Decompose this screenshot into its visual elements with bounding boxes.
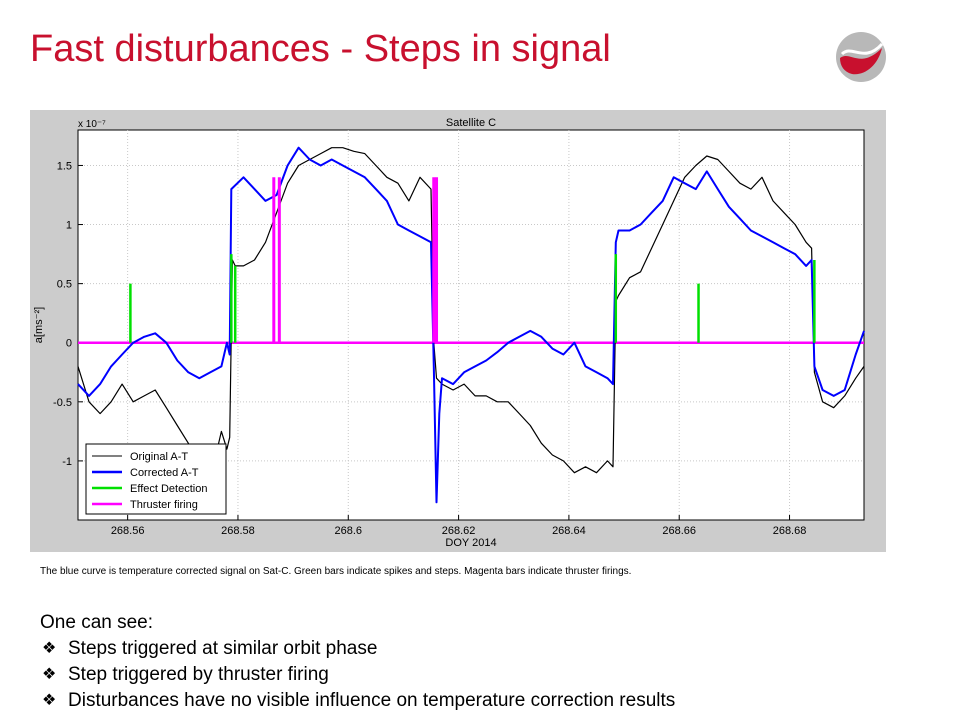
y-tick-label: 1.5 [57,160,72,172]
y-axis-label: a[ms⁻²] [33,307,45,343]
bullet-item: ❖ Disturbances have no visible influence … [40,688,940,714]
y-tick-label: 0 [66,338,72,350]
bullet-item: ❖ Steps triggered at similar orbit phase [40,636,940,662]
x-tick-labels: 268.56 268.58 268.6 268.62 268.64 268.66 268.6… [111,525,807,537]
bullet-text: Steps triggered at similar orbit phase [68,638,378,659]
series-corrected-line [77,146,865,504]
series-original-line [77,147,865,474]
chart-figure: Satellite C DOY 2014 x 10⁻⁷ a[ms⁻²] 268.… [30,110,886,552]
chart-title: Satellite C [446,117,496,129]
y-exponent-label: x 10⁻⁷ [78,119,106,130]
x-tick-label: 268.66 [662,525,696,537]
figure-caption: The blue curve is temperature corrected … [40,566,632,577]
legend-label: Original A-T [130,451,188,463]
y-tick-label: -0.5 [53,397,72,409]
y-tick-label: -1 [62,456,72,468]
x-tick-label: 268.68 [773,525,807,537]
notes-heading: One can see: [40,612,154,633]
diamond-bullet-icon: ❖ [42,692,57,709]
x-tick-label: 268.64 [552,525,586,537]
bullet-list: ❖ Steps triggered at similar orbit phase … [40,636,940,714]
chart-svg: Satellite C DOY 2014 x 10⁻⁷ a[ms⁻²] 268.… [33,117,865,549]
notes: One can see: ❖ Steps triggered at similar… [40,610,940,714]
series-layer [77,146,865,504]
legend-label: Effect Detection [130,483,207,495]
x-axis-label: DOY 2014 [445,537,496,549]
x-tick-label: 268.6 [335,525,363,537]
x-tick-label: 268.62 [442,525,476,537]
y-tick-label: 0.5 [57,279,72,291]
bullet-text: Step triggered by thruster firing [68,664,329,685]
swoosh-logo-icon [836,32,886,82]
legend-label: Corrected A-T [130,467,199,479]
diamond-bullet-icon: ❖ [42,640,57,657]
x-tick-label: 268.58 [221,525,255,537]
y-tick-labels: -1 -0.5 0 0.5 1 1.5 [53,160,72,467]
diamond-bullet-icon: ❖ [42,666,57,683]
bullet-item: ❖ Step triggered by thruster firing [40,662,940,688]
slide-title: Fast disturbances - Steps in signal [30,28,611,70]
x-tick-label: 268.56 [111,525,145,537]
legend: Original A-T Corrected A-T Effect Detectio… [85,443,227,515]
legend-label: Thruster firing [130,499,198,511]
bullet-text: Disturbances have no visible influence o… [68,690,676,711]
y-tick-label: 1 [66,220,72,232]
